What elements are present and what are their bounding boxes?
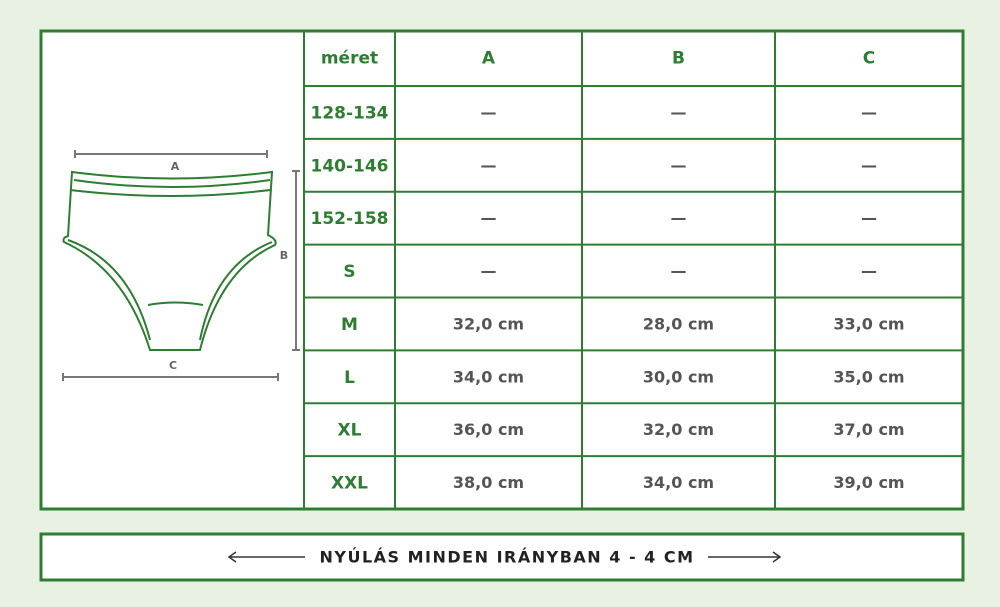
size-cell: XL [338,421,362,441]
dimension-lines [62,150,300,381]
dim-label: A [171,160,180,173]
value-cell: 38,0 cm [453,473,524,492]
value-cell: — [861,156,877,175]
value-cell: 30,0 cm [643,367,714,386]
footer-arrows [227,551,782,563]
value-cell: — [481,262,497,281]
size-cell: M [341,315,358,335]
size-cell: L [344,368,355,388]
dim-label: B [280,249,288,262]
value-cell: 33,0 cm [833,314,904,333]
garment-drawing [62,170,277,351]
size-cell: XXL [331,474,368,494]
value-cell: 34,0 cm [643,473,714,492]
value-cell: 39,0 cm [833,473,904,492]
value-cell: 32,0 cm [453,314,524,333]
value-cell: — [861,103,877,122]
size-cell: 152-158 [310,209,388,229]
value-cell: 36,0 cm [453,420,524,439]
value-cell: — [481,103,497,122]
value-cell: 35,0 cm [833,367,904,386]
value-cell: 28,0 cm [643,314,714,333]
footer-text: NYÚLÁS MINDEN IRÁNYBAN 4 - 4 CM [319,548,694,567]
value-cell: — [861,262,877,281]
footer-box [39,532,965,582]
value-cell: — [671,156,687,175]
value-cell: — [861,209,877,228]
value-cell: — [671,262,687,281]
value-cell: — [671,103,687,122]
header-cell: A [482,49,496,69]
value-cell: 34,0 cm [453,367,524,386]
table-grid [303,31,963,509]
header-cell: B [672,49,685,69]
value-cell: — [481,209,497,228]
size-cell: 140-146 [310,156,388,176]
value-cell: 32,0 cm [643,420,714,439]
dim-label: C [169,359,177,372]
header-cell: C [863,49,875,69]
size-cell: 128-134 [310,103,388,123]
header-cell: méret [321,49,378,69]
value-cell: — [481,156,497,175]
size-cell: S [343,262,355,282]
value-cell: 37,0 cm [833,420,904,439]
value-cell: — [671,209,687,228]
table: méret A B C 128-134 — — — 140-146 — — — 152-158 — — — S —… [310,49,904,494]
